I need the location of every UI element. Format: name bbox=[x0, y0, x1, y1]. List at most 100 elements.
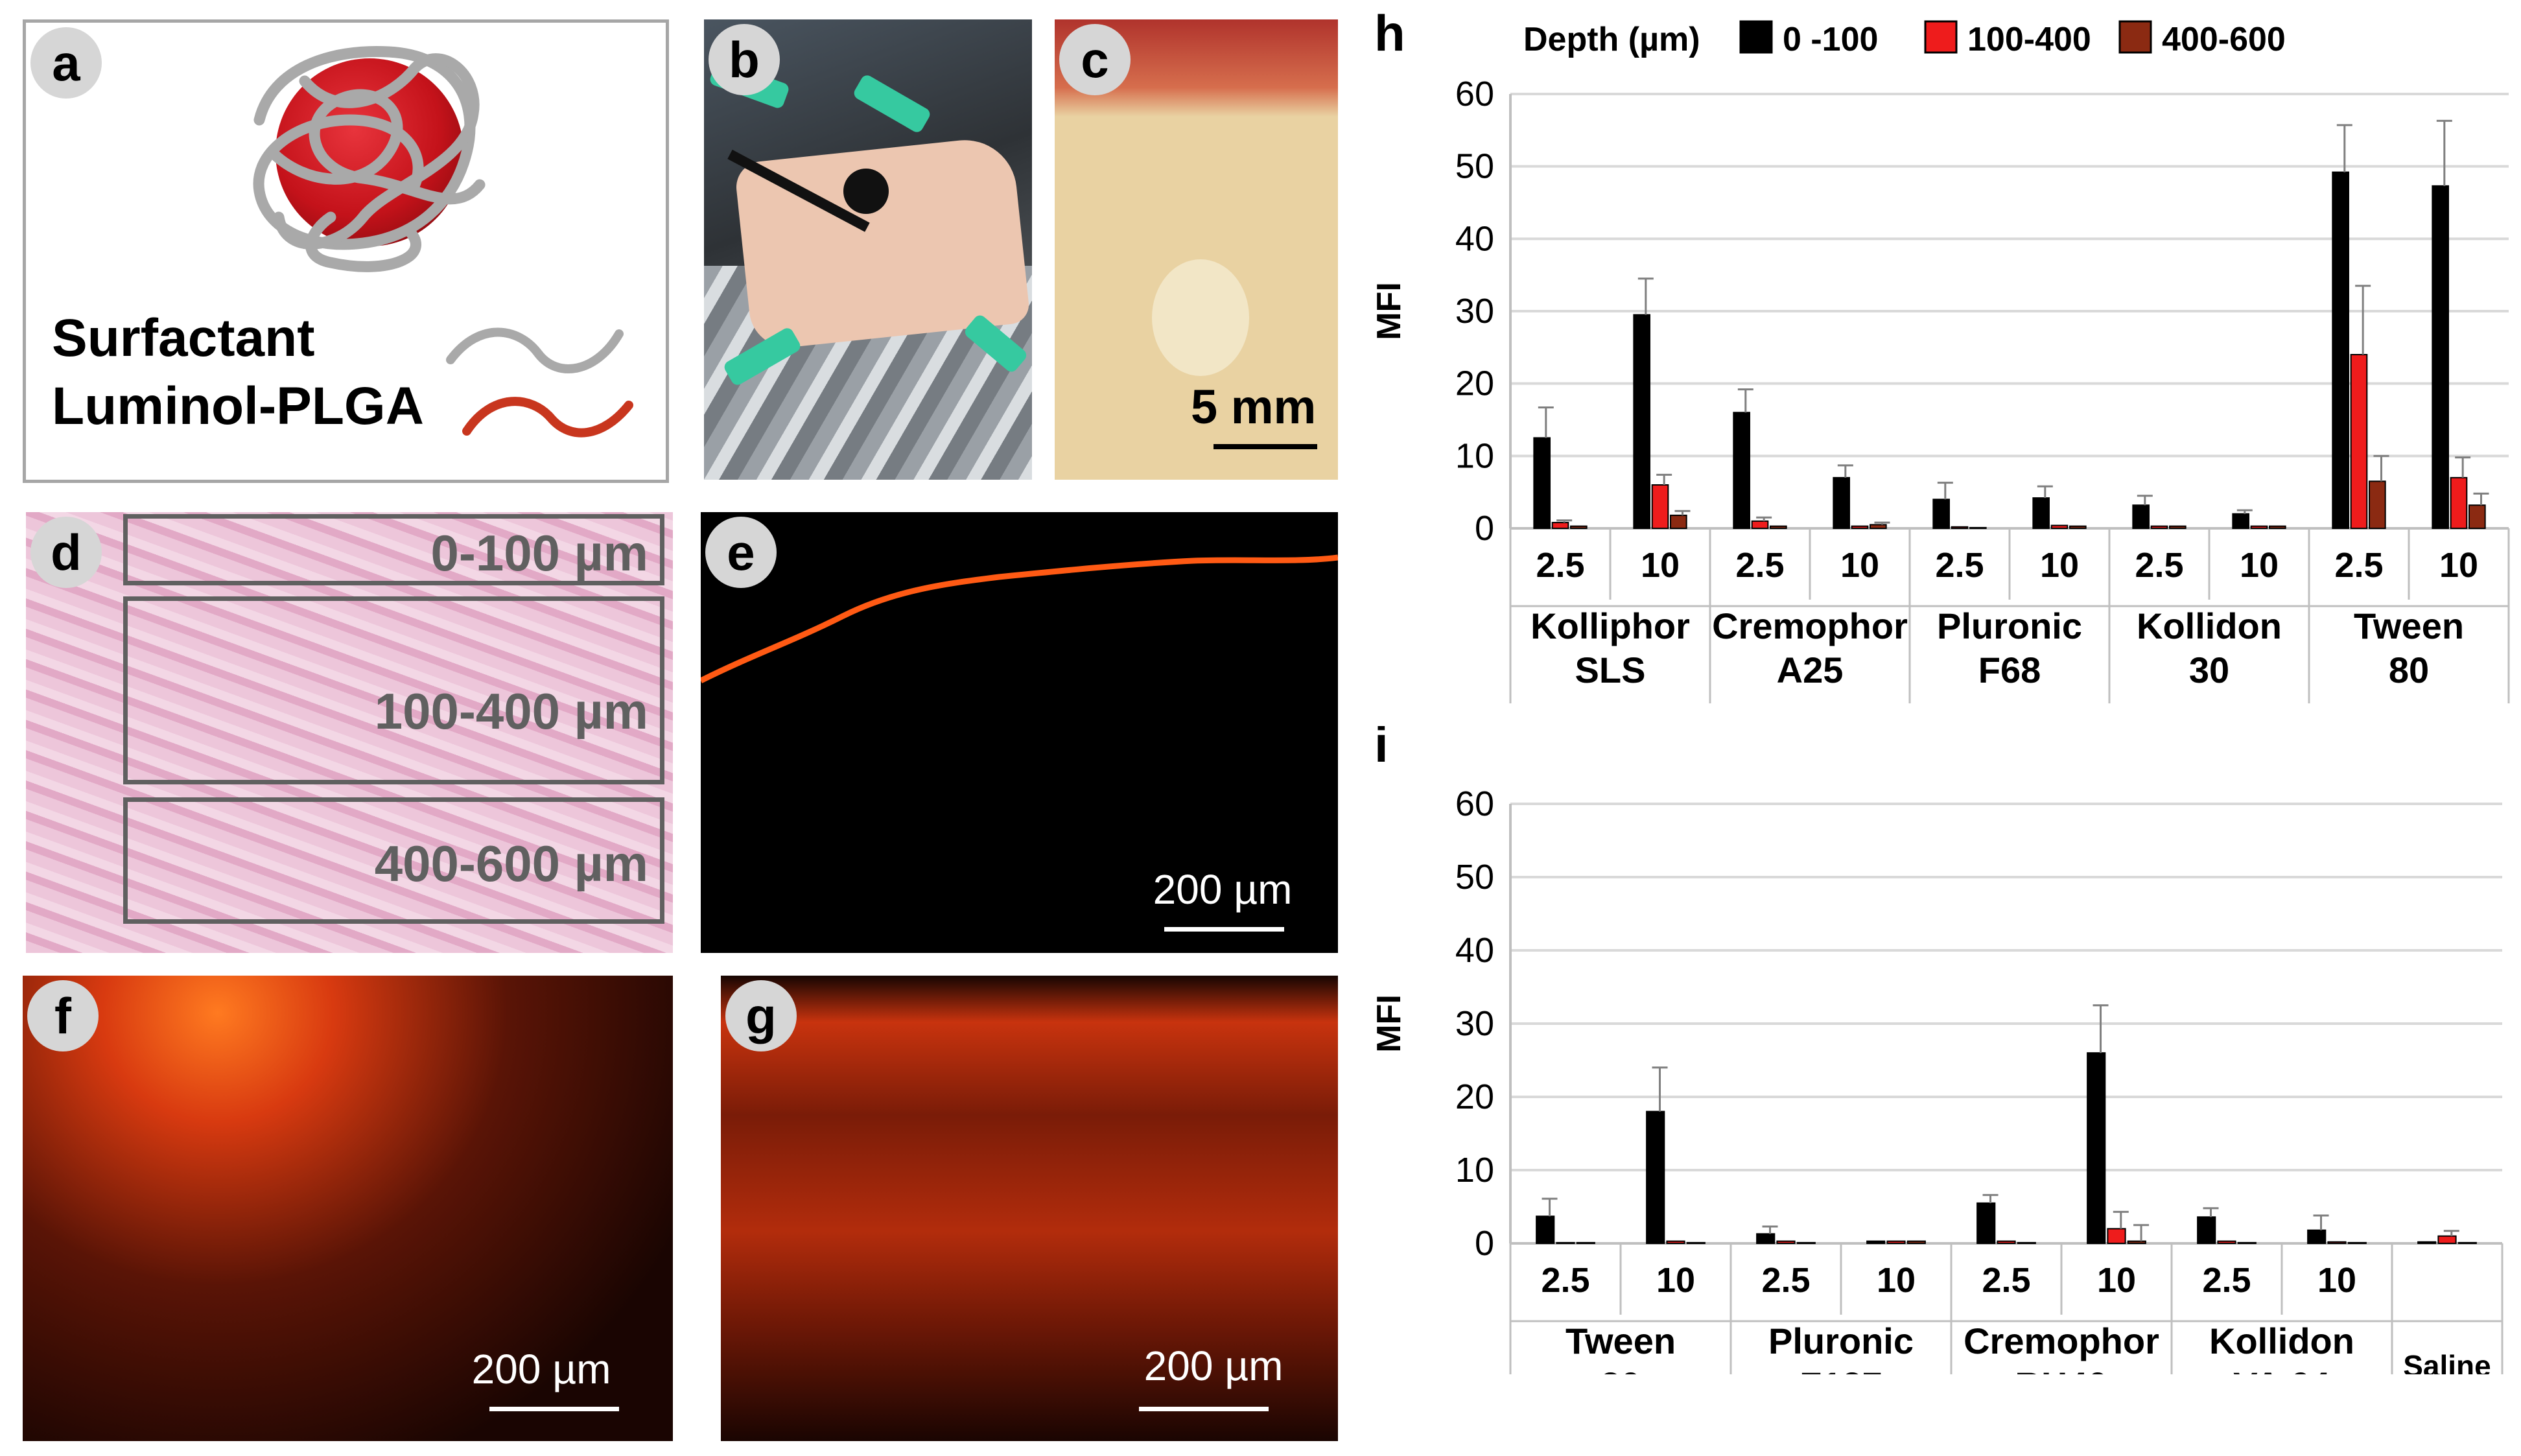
bar-100-400 bbox=[1776, 1240, 1796, 1244]
group-name: Kollidon bbox=[2209, 1321, 2354, 1361]
group-name: F68 bbox=[1978, 650, 2041, 690]
panel-label-a: a bbox=[30, 27, 102, 99]
concentration-label: 2.5 bbox=[1541, 1261, 1589, 1300]
bar-0-100 bbox=[1976, 1202, 1996, 1244]
group-name: 20 bbox=[1601, 1365, 1641, 1374]
group-name: 30 bbox=[2189, 650, 2229, 690]
group-name: Cremophor bbox=[1964, 1321, 2159, 1361]
panel-a: a Surfactant Luminol-PLGA bbox=[23, 19, 669, 483]
concentration-label: 10 bbox=[2097, 1261, 2136, 1300]
bar-0-100 bbox=[1756, 1233, 1776, 1244]
surfactant-label: Surfactant bbox=[52, 309, 315, 368]
concentration-label: 2.5 bbox=[1536, 546, 1584, 585]
y-tick-label: 50 bbox=[1455, 858, 1494, 897]
bar-400-600 bbox=[2169, 525, 2187, 530]
y-tick-label: 20 bbox=[1455, 1077, 1494, 1116]
treated-spot bbox=[1152, 259, 1249, 376]
probe-tip bbox=[843, 169, 889, 214]
y-tick-label: 60 bbox=[1455, 75, 1494, 113]
group-name: RH40 bbox=[2015, 1365, 2107, 1374]
needle-2 bbox=[852, 73, 932, 135]
legend-title: Depth (µm) bbox=[1523, 21, 1700, 58]
bar-400-600 bbox=[1906, 1240, 1926, 1244]
bar-400-600 bbox=[2269, 525, 2286, 530]
panel-label-f: f bbox=[27, 980, 99, 1051]
bar-100-400 bbox=[2217, 1240, 2236, 1244]
panel-f-fluorescence: f 200 µm bbox=[23, 976, 673, 1441]
bar-100-400 bbox=[2450, 476, 2468, 529]
panel-label-i: i bbox=[1374, 726, 1389, 773]
bar-400-600 bbox=[2468, 504, 2486, 529]
bar-0-100 bbox=[2087, 1052, 2106, 1244]
group-name: 80 bbox=[2389, 650, 2429, 690]
bar-0-100 bbox=[1866, 1240, 1886, 1244]
y-axis-label: MFI bbox=[1370, 282, 1408, 340]
concentration-label: 2.5 bbox=[1761, 1261, 1810, 1300]
bar-100-400 bbox=[1666, 1240, 1685, 1244]
bar-0-100 bbox=[1533, 437, 1551, 530]
bar-0-100 bbox=[2417, 1241, 2437, 1244]
panel-c-photo: c 5 mm bbox=[1055, 19, 1338, 480]
group-name: Saline bbox=[2403, 1349, 2491, 1374]
group-name: Tween bbox=[1565, 1321, 1676, 1361]
group-name: A25 bbox=[1777, 650, 1844, 690]
scale-bar-f bbox=[489, 1407, 619, 1411]
y-tick-label: 20 bbox=[1455, 364, 1494, 403]
bar-100-400 bbox=[2250, 525, 2268, 530]
surface-signal bbox=[701, 554, 1338, 684]
concentration-label: 2.5 bbox=[1982, 1261, 2030, 1300]
y-axis-label: MFI bbox=[1370, 994, 1408, 1053]
panel-d-histology: 0-100 µm 100-400 µm 400-600 µm d bbox=[26, 512, 673, 953]
region-label-400-600: 400-600 µm bbox=[374, 835, 648, 892]
legend-label-0: 0 -100 bbox=[1783, 21, 1878, 58]
y-tick-label: 50 bbox=[1455, 147, 1494, 186]
bar-0-100 bbox=[2197, 1216, 2216, 1245]
bar-0-100 bbox=[2332, 171, 2349, 530]
concentration-label: 10 bbox=[1641, 546, 1680, 585]
panel-g-fluorescence: g 200 µm bbox=[721, 976, 1338, 1441]
panel-e-fluorescence: e 200 µm bbox=[701, 512, 1338, 953]
concentration-label: 10 bbox=[1840, 546, 1879, 585]
y-tick-label: 60 bbox=[1455, 784, 1494, 823]
luminol-plga-label: Luminol-PLGA bbox=[52, 377, 424, 436]
panel-label-c: c bbox=[1059, 24, 1131, 95]
bar-0-100 bbox=[1932, 499, 1950, 529]
group-name: SLS bbox=[1575, 650, 1646, 690]
y-tick-label: 10 bbox=[1455, 1151, 1494, 1190]
bar-100-400 bbox=[2327, 1241, 2347, 1244]
concentration-label: 10 bbox=[1877, 1261, 1916, 1300]
bar-0-100 bbox=[2132, 504, 2150, 529]
concentration-label: 2.5 bbox=[2334, 546, 2383, 585]
bar-400-600 bbox=[2369, 480, 2386, 530]
surfactant-coil bbox=[253, 45, 486, 272]
bar-0-100 bbox=[2232, 513, 2249, 530]
surfactant-legend-line bbox=[446, 327, 624, 373]
concentration-label: 2.5 bbox=[1735, 546, 1784, 585]
bar-400-600 bbox=[1870, 524, 1887, 530]
group-name: Pluronic bbox=[1937, 605, 2082, 646]
group-name: Pluronic bbox=[1768, 1321, 1914, 1361]
panel-label-h: h bbox=[1374, 5, 1405, 62]
bar-100-400 bbox=[2437, 1235, 2457, 1245]
bar-400-600 bbox=[2127, 1240, 2146, 1244]
bar-400-600 bbox=[1570, 525, 1588, 530]
bar-0-100 bbox=[2307, 1229, 2327, 1244]
bar-0-100 bbox=[2032, 497, 2050, 529]
chart-i: i 0 10 20 30 40 50 60 MFI 2.5 10 2.5 10 2.5 10 2.5 10 Twe… bbox=[1370, 726, 2503, 1374]
scale-bar-e bbox=[1164, 927, 1284, 932]
nanoparticle-schematic bbox=[253, 45, 633, 438]
bar-100-400 bbox=[2107, 1228, 2126, 1245]
group-name: Cremophor bbox=[1712, 605, 1908, 646]
bar-100-400 bbox=[1551, 522, 1569, 529]
concentration-label: 2.5 bbox=[2202, 1261, 2251, 1300]
concentration-label: 10 bbox=[2317, 1261, 2356, 1300]
concentration-label: 2.5 bbox=[1935, 546, 1984, 585]
legend-label-1: 100-400 bbox=[1967, 21, 2091, 58]
region-400-600: 400-600 µm bbox=[123, 797, 664, 924]
concentration-label: 2.5 bbox=[2135, 546, 2183, 585]
bar-400-600 bbox=[1670, 514, 1687, 530]
panel-label-d: d bbox=[30, 517, 102, 588]
y-tick-label: 40 bbox=[1455, 931, 1494, 970]
concentration-label: 10 bbox=[2240, 546, 2279, 585]
y-tick-label: 40 bbox=[1455, 219, 1494, 258]
